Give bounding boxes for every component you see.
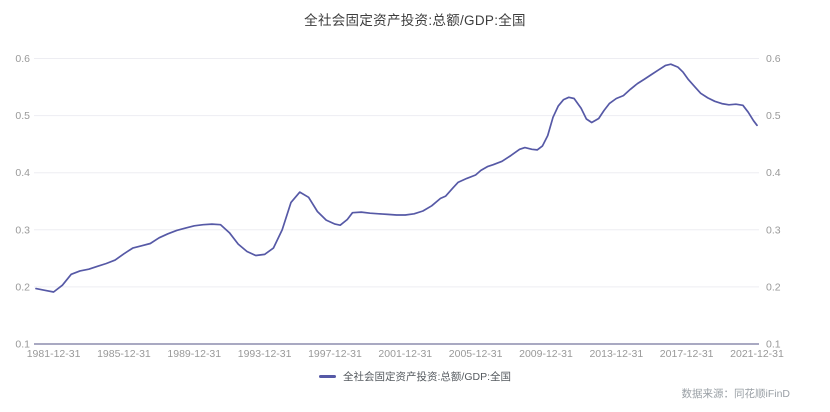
- x-tick-label: 2009-12-31: [519, 348, 573, 360]
- legend-item-label: 全社会固定资产投资:总额/GDP:全国: [342, 371, 511, 383]
- y-tick-label-left: 0.5: [15, 110, 30, 122]
- legend-line-marker-icon: [318, 375, 336, 378]
- y-tick-label-left: 0.6: [15, 53, 30, 65]
- x-tick-label: 1997-12-31: [308, 348, 362, 360]
- series-line[interactable]: [35, 63, 758, 293]
- x-tick-label: 1989-12-31: [167, 348, 221, 360]
- x-tick-label: 1993-12-31: [238, 348, 292, 360]
- chart-title: 全社会固定资产投资:总额/GDP:全国: [304, 13, 526, 28]
- x-tick-label: 2005-12-31: [449, 348, 503, 360]
- y-tick-label-left: 0.4: [15, 167, 30, 179]
- x-tick-label: 1981-12-31: [27, 348, 81, 360]
- x-tick-label: 1985-12-31: [97, 348, 151, 360]
- y-tick-label-right: 0.6: [766, 53, 781, 65]
- y-tick-label-left: 0.3: [15, 224, 30, 236]
- y-tick-label-left: 0.1: [15, 339, 30, 351]
- x-tick-label: 2001-12-31: [378, 348, 432, 360]
- chart-legend[interactable]: 全社会固定资产投资:总额/GDP:全国: [0, 369, 830, 384]
- y-tick-label-right: 0.4: [766, 167, 781, 179]
- x-tick-label: 2013-12-31: [589, 348, 643, 360]
- data-source-note: 数据来源：同花顺iFinD: [681, 388, 790, 400]
- y-tick-label-right: 0.2: [766, 281, 781, 293]
- y-tick-label-left: 0.2: [15, 281, 30, 293]
- x-tick-label: 2021-12-31: [730, 348, 784, 360]
- y-tick-label-right: 0.1: [766, 339, 781, 351]
- y-tick-label-right: 0.3: [766, 224, 781, 236]
- x-tick-label: 2017-12-31: [660, 348, 714, 360]
- y-tick-label-right: 0.5: [766, 110, 781, 122]
